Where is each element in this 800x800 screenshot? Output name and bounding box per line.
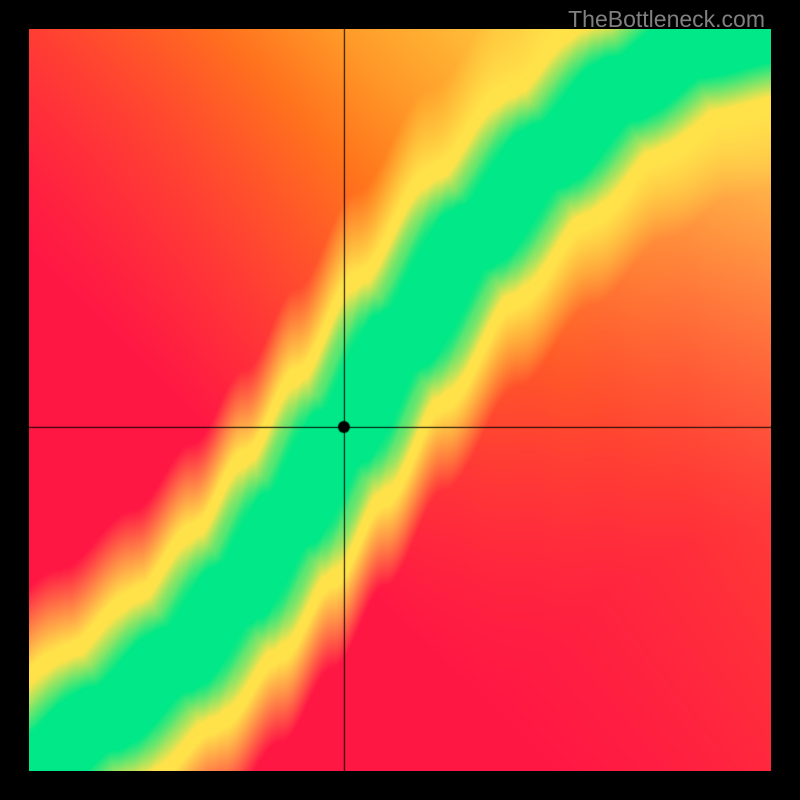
watermark-text: TheBottleneck.com (568, 6, 765, 33)
heatmap-canvas (29, 29, 771, 771)
chart-container: TheBottleneck.com (0, 0, 800, 800)
